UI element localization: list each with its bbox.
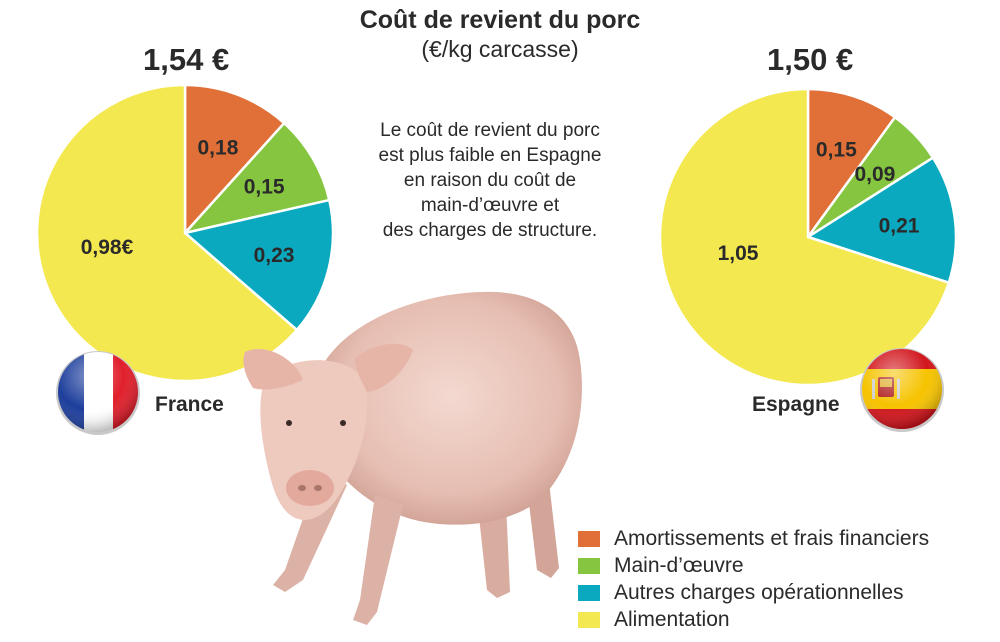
pie-slice-espagne-0 bbox=[806, 87, 897, 241]
note-line: est plus faible en Espagne bbox=[378, 145, 602, 166]
spanish-flag-icon bbox=[860, 348, 944, 432]
pie-slice-france-2 bbox=[182, 198, 335, 332]
espagne-total: 1,50 € bbox=[767, 42, 854, 77]
pie-slice-label: 0,23 bbox=[254, 244, 295, 267]
chart-title: Coût de revient du porc bbox=[359, 6, 641, 34]
legend-swatch bbox=[578, 611, 600, 628]
pig-illustration bbox=[243, 291, 582, 625]
french-flag-icon bbox=[56, 351, 140, 435]
pie-slice-label: 0,15 bbox=[816, 139, 857, 162]
pie-slice-france-3 bbox=[35, 83, 299, 383]
legend-item: Amortissements et frais financiers bbox=[578, 525, 929, 552]
legend-item: Alimentation bbox=[578, 606, 929, 633]
legend-swatch bbox=[578, 557, 600, 574]
pie-slice-label: 0,18 bbox=[198, 136, 239, 159]
pie-slice-france-1 bbox=[181, 121, 331, 236]
country-label-espagne: Espagne bbox=[752, 393, 840, 416]
pie-slice-espagne-2 bbox=[805, 155, 958, 285]
legend-label: Main-d’œuvre bbox=[614, 553, 744, 577]
chart-subtitle: (€/kg carcasse) bbox=[421, 36, 579, 62]
france-total: 1,54 € bbox=[143, 42, 230, 77]
pie-slice-label: 0,98€ bbox=[81, 236, 134, 259]
note-line: des charges de structure. bbox=[382, 220, 598, 241]
pie-slice-france-0 bbox=[183, 83, 286, 237]
legend-label: Amortissements et frais financiers bbox=[614, 526, 930, 550]
legend-swatch bbox=[578, 584, 600, 601]
legend-swatch bbox=[578, 530, 600, 547]
explanatory-note: Le coût de revient du porc est plus faib… bbox=[340, 118, 640, 243]
note-line: en raison du coût de bbox=[403, 170, 577, 191]
pie-slice-label: 0,15 bbox=[244, 176, 285, 199]
note-line: main-d’œuvre et bbox=[420, 195, 560, 216]
pie-slice-label: 1,05 bbox=[718, 242, 759, 265]
country-label-france: France bbox=[155, 393, 224, 416]
pie-slice-label: 0,09 bbox=[854, 163, 895, 186]
legend-item: Autres charges opérationnelles bbox=[578, 579, 929, 606]
note-line: Le coût de revient du porc bbox=[380, 120, 600, 141]
legend-label: Alimentation bbox=[614, 607, 730, 631]
legend-item: Main-d’œuvre bbox=[578, 552, 929, 579]
legend-label: Autres charges opérationnelles bbox=[614, 580, 904, 604]
pie-slice-label: 0,21 bbox=[879, 214, 920, 237]
legend: Amortissements et frais financiers Main-… bbox=[578, 525, 929, 633]
